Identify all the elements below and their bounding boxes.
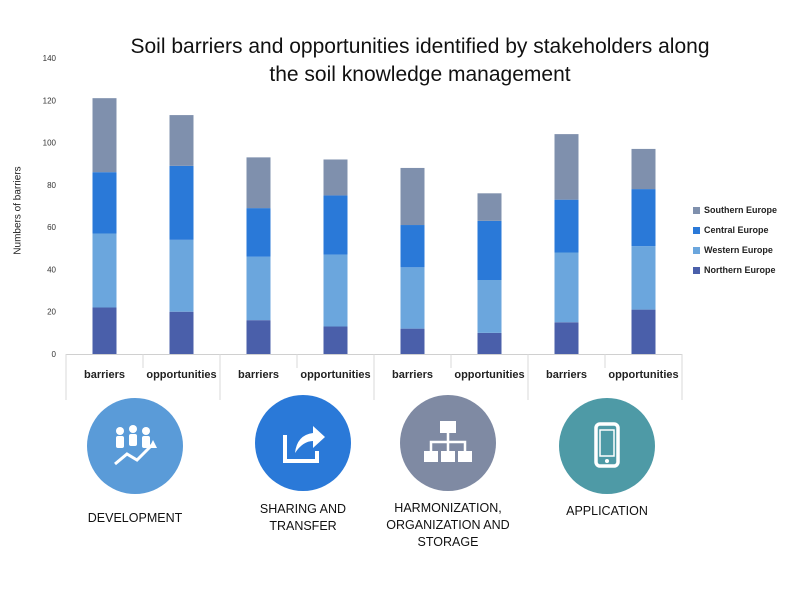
legend-swatch-southern (693, 206, 700, 214)
legend-item-northern: Northern Europe (693, 260, 777, 280)
y-tick-label: 120 (43, 96, 57, 105)
bar-segment-northern-europe (477, 332, 502, 354)
development-circle (87, 398, 183, 494)
bar-segment-northern-europe (246, 320, 271, 354)
application-circle (559, 398, 655, 494)
y-tick-label: 20 (47, 308, 56, 317)
bar-segment-northern-europe (400, 328, 425, 354)
bar-segment-western-europe (246, 256, 271, 321)
bar-segment-northern-europe (554, 322, 579, 354)
growth-people-icon (114, 425, 157, 466)
stage-label-harmonization: HARMONIZATION, ORGANIZATION AND STORAGE (386, 501, 510, 549)
x-tick-label: opportunities (608, 369, 678, 381)
bar-segment-southern-europe (631, 148, 656, 190)
bar-segment-southern-europe (246, 157, 271, 209)
bar-segment-central-europe (554, 199, 579, 253)
x-tick-label: opportunities (300, 369, 370, 381)
stage-label-application: APPLICATION (566, 504, 648, 518)
x-tick-label: barriers (84, 369, 125, 381)
x-tick-label: opportunities (454, 369, 524, 381)
legend-swatch-western (693, 246, 700, 254)
chart-title-line-2: the soil knowledge management (269, 63, 571, 86)
stage-label-development: DEVELOPMENT (87, 511, 183, 525)
x-tick-label: opportunities (146, 369, 216, 381)
legend-item-central: Central Europe (693, 220, 777, 240)
bar-segment-southern-europe (477, 193, 502, 221)
chart-title-line-1: Soil barriers and opportunities identifi… (130, 35, 710, 58)
bar-segment-western-europe (400, 267, 425, 329)
bar-segment-northern-europe (169, 311, 194, 354)
y-tick-label: 140 (43, 54, 57, 63)
legend-item-western: Western Europe (693, 240, 777, 260)
bar-segment-western-europe (169, 239, 194, 312)
bar-segment-central-europe (246, 208, 271, 257)
stage-label-sharing: SHARING AND TRANSFER (259, 502, 347, 533)
x-tick-label: barriers (546, 369, 587, 381)
bar-segment-western-europe (92, 233, 117, 308)
legend-swatch-northern (693, 266, 700, 274)
stage-application: APPLICATION (532, 398, 682, 520)
legend-label-western: Western Europe (704, 245, 773, 255)
bar-segment-central-europe (323, 195, 348, 255)
legend-label-southern: Southern Europe (704, 205, 778, 215)
bar-segment-western-europe (631, 246, 656, 310)
sharing-circle (255, 395, 351, 491)
stage-harmonization: HARMONIZATION, ORGANIZATION AND STORAGE (380, 395, 516, 551)
bar-segment-western-europe (477, 280, 502, 333)
bar-segment-western-europe (554, 252, 579, 323)
bar-segment-southern-europe (169, 115, 194, 166)
hierarchy-icon (424, 421, 472, 462)
bar-segment-southern-europe (554, 134, 579, 200)
bar-segment-western-europe (323, 254, 348, 327)
bar-segment-central-europe (169, 165, 194, 240)
bar-chart: 0 20 40 60 80 100 120 140 barriers opportunities b… (43, 54, 683, 400)
y-tick-label: 40 (47, 265, 56, 274)
bar-segment-central-europe (400, 225, 425, 268)
legend-item-southern: Southern Europe (693, 200, 777, 220)
bar-segment-southern-europe (400, 167, 425, 226)
bar-segment-southern-europe (323, 159, 348, 196)
stage-sharing: SHARING AND TRANSFER (228, 395, 378, 535)
harmonization-circle (400, 395, 496, 491)
y-tick-label: 100 (43, 139, 57, 148)
x-tick-label: barriers (392, 369, 433, 381)
share-arrow-icon (283, 426, 325, 463)
bar-segment-northern-europe (92, 307, 117, 354)
stage-development: DEVELOPMENT (60, 398, 210, 527)
bar-segment-southern-europe (92, 98, 117, 173)
bar-segment-central-europe (92, 172, 117, 234)
y-tick-label: 80 (47, 181, 56, 190)
legend-label-central: Central Europe (704, 225, 769, 235)
mobile-phone-icon (594, 422, 620, 468)
legend-label-northern: Northern Europe (704, 265, 776, 275)
bar-segment-central-europe (477, 220, 502, 280)
legend: Southern Europe Central Europe Western E… (693, 200, 777, 280)
bar-segment-northern-europe (323, 326, 348, 354)
bar-segment-central-europe (631, 189, 656, 247)
legend-swatch-central (693, 226, 700, 234)
y-tick-label: 60 (47, 223, 56, 232)
y-tick-label: 0 (52, 350, 57, 359)
bar-segment-northern-europe (631, 309, 656, 354)
x-tick-label: barriers (238, 369, 279, 381)
